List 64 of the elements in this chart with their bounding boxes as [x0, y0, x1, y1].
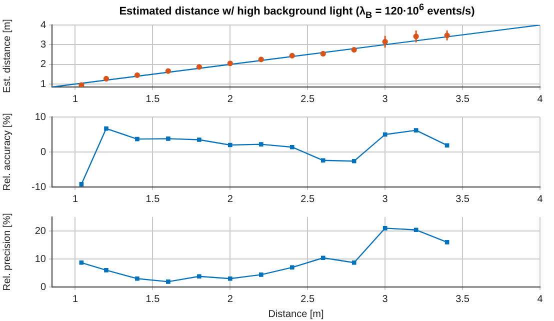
x-tick-label: 1 — [72, 94, 78, 105]
x-tick-label: 2 — [227, 194, 234, 205]
y-tick-label: 0 — [40, 146, 46, 158]
point — [103, 76, 110, 82]
x-tick-label: 1.5 — [146, 194, 160, 205]
x-tick-label: 3.5 — [456, 294, 470, 305]
x-tick-label: 4 — [537, 94, 544, 105]
x-tick-label: 2.5 — [300, 294, 316, 305]
point — [382, 132, 388, 137]
point — [320, 256, 326, 260]
x-tick-label: 3 — [382, 194, 388, 205]
y-tick-label: 1 — [40, 78, 46, 90]
x-axis-title: Distance [m] — [268, 308, 324, 320]
x-tick-label: 3.5 — [456, 94, 470, 105]
point — [258, 142, 264, 146]
y-axis-title: Rel. accuracy [%] — [2, 112, 13, 191]
point — [79, 182, 84, 186]
x-tick-label: 3.5 — [456, 194, 470, 205]
point — [290, 265, 294, 270]
x-tick-label: 1.5 — [146, 294, 160, 305]
x-tick-label: 1.5 — [146, 94, 160, 105]
point — [166, 280, 170, 284]
point — [104, 126, 108, 131]
x-tick-label: 2 — [227, 294, 234, 305]
point — [444, 240, 450, 244]
y-tick-label: 4 — [40, 20, 46, 31]
x-tick-label: 3 — [382, 94, 388, 105]
x-tick-label: 4 — [537, 294, 544, 305]
y-tick-label: 2 — [40, 59, 46, 70]
point — [79, 260, 84, 265]
x-tick-label: 3 — [382, 294, 388, 305]
point — [414, 128, 418, 132]
y-tick-label: 3 — [40, 39, 46, 50]
x-tick-label: 2.5 — [300, 194, 316, 205]
point — [134, 72, 140, 78]
y-tick-label: -10 — [32, 182, 46, 193]
chart-title: Estimated distance w/ high background light (λ$_{B}$ = 120·10$^{6}$ events/s) — [118, 1, 476, 20]
point — [228, 276, 232, 281]
point — [135, 136, 140, 142]
x-tick-label: 4 — [537, 194, 544, 205]
point — [258, 272, 264, 277]
point — [382, 226, 388, 230]
point — [228, 142, 232, 148]
x-tick-label: 1 — [72, 294, 78, 305]
point — [135, 276, 140, 281]
point — [352, 260, 356, 265]
point — [166, 136, 170, 141]
point — [444, 143, 450, 148]
y-tick-label: 10 — [34, 254, 46, 265]
point — [352, 158, 356, 164]
y-axis-title: Rel. precision [%] — [2, 212, 13, 291]
x-tick-label: 1 — [72, 194, 78, 205]
y-tick-label: 20 — [34, 226, 46, 237]
x-tick-label: 2.5 — [300, 94, 316, 105]
point — [414, 228, 418, 232]
y-tick-label: 10 — [34, 112, 46, 123]
y-axis-title: Est. distance [m] — [2, 18, 13, 93]
x-tick-label: 2 — [227, 94, 234, 105]
point — [290, 144, 294, 150]
point — [320, 158, 326, 163]
y-tick-label: 0 — [40, 282, 46, 293]
point — [197, 138, 202, 142]
point — [197, 274, 202, 279]
point — [104, 268, 108, 272]
